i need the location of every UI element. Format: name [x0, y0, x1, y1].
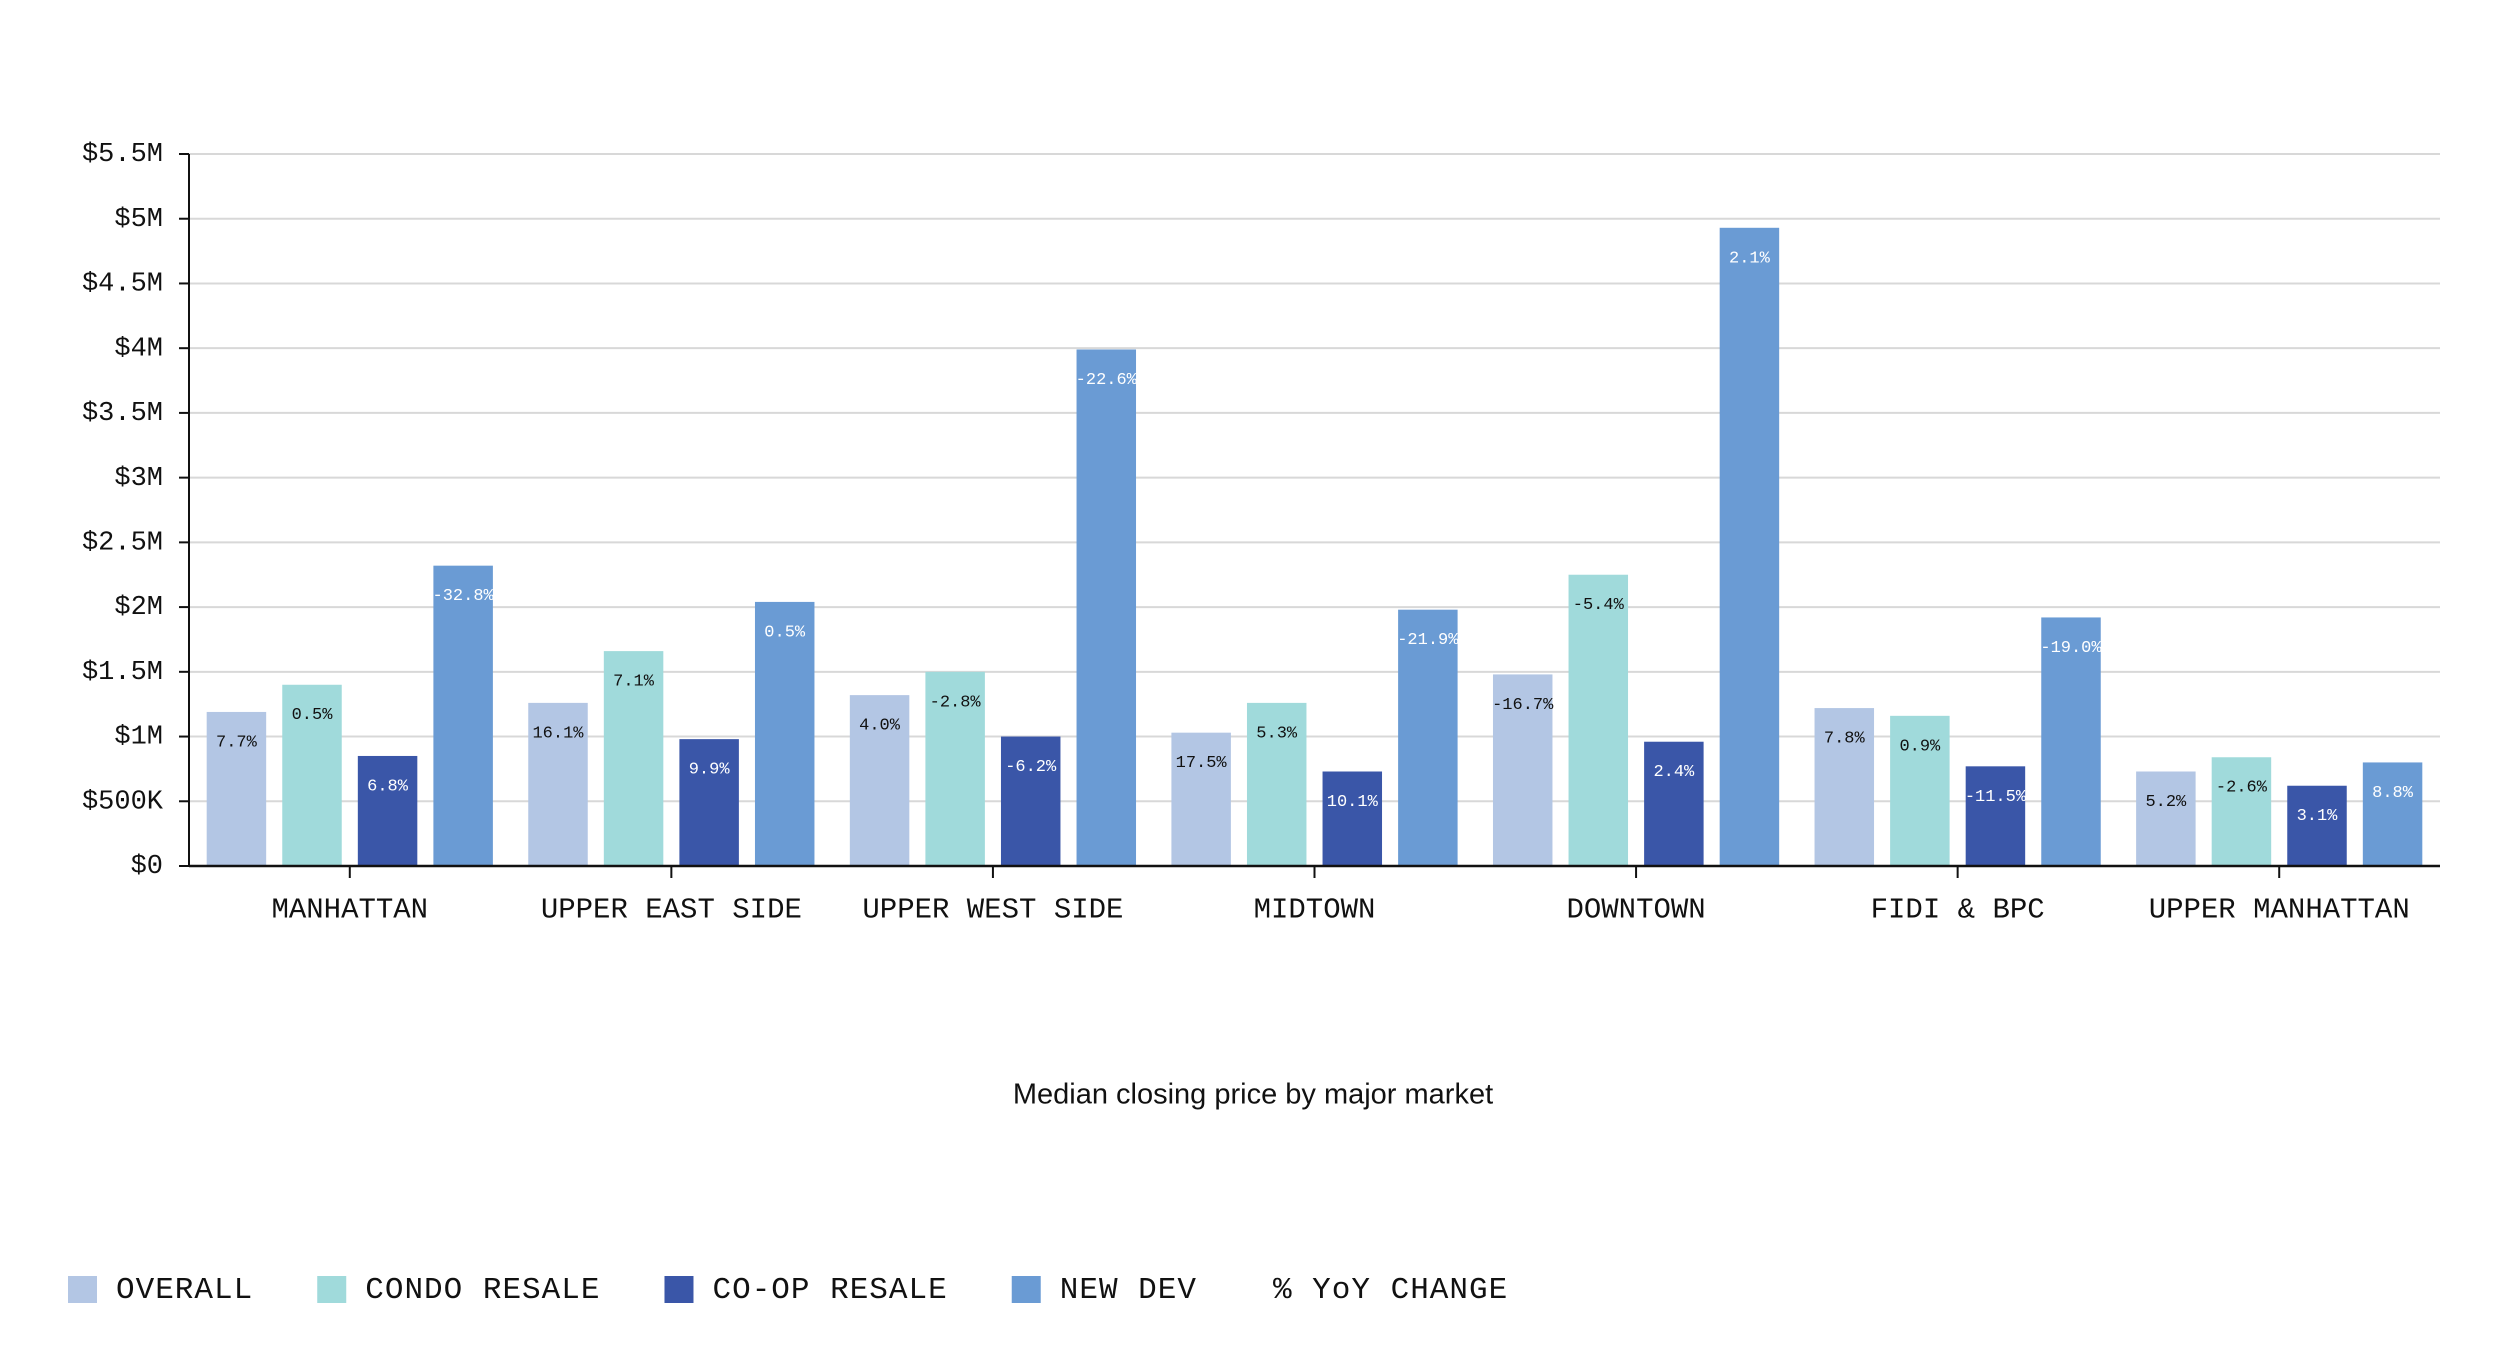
bar [603, 651, 664, 866]
y-tick-label: $0 [131, 852, 163, 882]
bar [1568, 574, 1629, 866]
yoy-label: 17.5% [1176, 754, 1228, 773]
bar [1719, 227, 1780, 867]
bar [357, 755, 418, 866]
yoy-label: 7.7% [216, 733, 258, 752]
legend-label: OVERALL [116, 1273, 253, 1308]
yoy-label: -32.8% [433, 587, 495, 606]
yoy-label: 0.9% [1899, 737, 1941, 756]
yoy-label: -19.0% [2040, 639, 2102, 658]
bar [206, 711, 267, 866]
bar [1965, 766, 2026, 866]
x-tick-label: DOWNTOWN [1566, 894, 1705, 927]
y-tick-label: $3M [114, 464, 163, 494]
yoy-label: 7.1% [613, 673, 655, 692]
y-tick-label: $3.5M [82, 399, 163, 429]
bar [1246, 702, 1307, 866]
x-axis-label: Median closing price by major market [1013, 1079, 1493, 1111]
x-tick-label: UPPER WEST SIDE [862, 894, 1123, 927]
yoy-label: -2.6% [2216, 779, 2268, 798]
yoy-label: 5.3% [1256, 724, 1298, 743]
bar [679, 739, 739, 866]
bar [1492, 674, 1553, 866]
yoy-label: -2.8% [930, 693, 982, 712]
legend-label: NEW DEV [1060, 1273, 1197, 1308]
y-tick-label: $500K [82, 787, 164, 817]
bar [1398, 609, 1458, 866]
bar [1076, 349, 1137, 867]
yoy-label: 3.1% [2297, 807, 2339, 826]
yoy-label: 2.1% [1729, 249, 1771, 268]
y-tick-label: $5.5M [82, 140, 163, 170]
bar [1322, 771, 1383, 866]
x-tick-label: MIDTOWN [1254, 894, 1376, 927]
yoy-label: 0.5% [292, 706, 334, 725]
bar [2041, 617, 2101, 866]
yoy-label: -22.6% [1076, 371, 1138, 390]
yoy-label: 8.8% [2372, 784, 2414, 803]
legend-note: % YoY CHANGE [1273, 1273, 1508, 1308]
y-tick-label: $4.5M [82, 270, 163, 300]
yoy-label: -11.5% [1965, 788, 2027, 807]
legend-swatch [1011, 1276, 1041, 1303]
bar [1000, 736, 1061, 866]
bar [2287, 785, 2347, 866]
bar [2136, 771, 2196, 866]
yoy-label: 16.1% [532, 724, 584, 743]
bar [1814, 708, 1875, 866]
yoy-label: 10.1% [1327, 793, 1379, 812]
y-tick-label: $2M [114, 593, 163, 623]
bar [754, 601, 815, 866]
yoy-label: -6.2% [1005, 758, 1057, 777]
y-tick-label: $1.5M [82, 658, 163, 688]
legend-swatch [68, 1276, 97, 1303]
yoy-label: 7.8% [1824, 730, 1866, 749]
bar [2362, 762, 2423, 866]
yoy-label: 6.8% [367, 777, 409, 796]
x-tick-label: UPPER MANHATTAN [2149, 894, 2410, 927]
x-tick-label: MANHATTAN [271, 894, 428, 927]
yoy-label: -21.9% [1397, 631, 1459, 650]
bar [849, 695, 910, 866]
legend-label: CO-OP RESALE [712, 1273, 947, 1308]
bar [2211, 757, 2272, 866]
y-tick-label: $2.5M [82, 528, 163, 558]
yoy-label: 9.9% [689, 761, 731, 780]
bar [1171, 732, 1231, 866]
yoy-label: 4.0% [859, 717, 901, 736]
legend-swatch [317, 1276, 347, 1303]
legend-label: CONDO RESALE [365, 1273, 600, 1308]
legend-swatch [664, 1276, 694, 1303]
yoy-label: -5.4% [1573, 596, 1625, 615]
bar [925, 671, 985, 866]
bar [1890, 715, 1950, 866]
y-tick-label: $4M [114, 334, 163, 364]
yoy-label: 5.2% [2145, 793, 2187, 812]
x-tick-label: FIDI & BPC [1871, 894, 2045, 927]
yoy-label: 2.4% [1653, 763, 1695, 782]
y-tick-label: $5M [114, 205, 163, 235]
bar [528, 702, 588, 866]
x-tick-label: UPPER EAST SIDE [541, 894, 802, 927]
bar [1644, 741, 1704, 866]
yoy-label: -16.7% [1492, 696, 1554, 715]
y-tick-label: $1M [114, 723, 163, 753]
bar [433, 565, 493, 866]
yoy-label: 0.5% [764, 623, 806, 642]
bar [282, 684, 342, 866]
